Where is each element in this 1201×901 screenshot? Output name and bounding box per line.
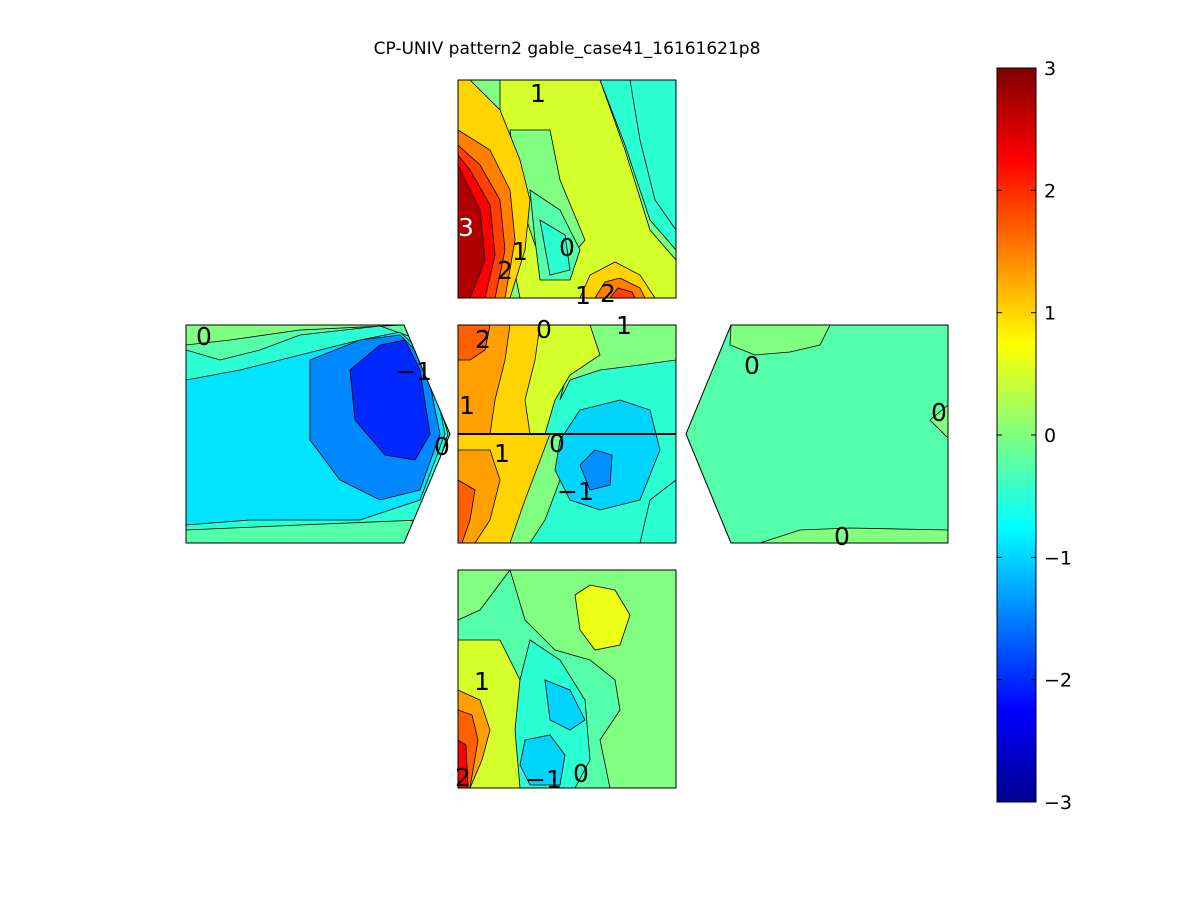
contour-label: 1 bbox=[530, 79, 546, 108]
panel-left-border bbox=[185, 324, 451, 544]
contour-label: 0 bbox=[744, 351, 760, 380]
contour-label: 2 bbox=[600, 279, 616, 308]
colorbar-tick-label: −3 bbox=[1044, 792, 1072, 814]
contour-label: 0 bbox=[536, 315, 552, 344]
colorbar-tick-label: −2 bbox=[1044, 670, 1072, 692]
contour-label: 1 bbox=[459, 391, 475, 420]
colorbar-gradient bbox=[996, 67, 1037, 803]
colorbar-tick-label: 0 bbox=[1044, 425, 1056, 447]
contour-label: 1 bbox=[474, 667, 490, 696]
colorbar-tick-label: 2 bbox=[1044, 180, 1056, 202]
contour-label: −1 bbox=[557, 477, 594, 506]
panel-bottom-wall bbox=[458, 570, 676, 788]
colorbar-tick-label: −1 bbox=[1044, 547, 1072, 569]
contour-label: 0 bbox=[434, 432, 450, 461]
contour-label: −1 bbox=[395, 357, 432, 386]
contour-label: 3 bbox=[458, 213, 474, 242]
contour-label: 1 bbox=[575, 281, 591, 310]
panel-top-border bbox=[457, 79, 677, 299]
contour-label: 2 bbox=[497, 256, 513, 285]
chart-title: CP-UNIV pattern2 gable_case41_16161621p8 bbox=[374, 39, 761, 59]
contour-label: 2 bbox=[475, 325, 491, 354]
contour-label: 1 bbox=[512, 237, 528, 266]
contour-label: 0 bbox=[931, 398, 947, 427]
contour-label: 0 bbox=[196, 322, 212, 351]
colorbar-tick-label: 3 bbox=[1044, 58, 1056, 80]
panel-left-wall bbox=[186, 325, 450, 543]
contour-label: 0 bbox=[573, 759, 589, 788]
colorbar-ticks: 3 2 1 0 −1 −2 −3 bbox=[997, 58, 1072, 814]
colorbar: 3 2 1 0 −1 −2 −3 bbox=[996, 58, 1072, 814]
contour-label: 0 bbox=[559, 233, 575, 262]
contour-label: 2 bbox=[455, 763, 471, 792]
panel-bottom-border bbox=[457, 569, 677, 789]
panel-right-wall bbox=[686, 325, 948, 543]
panel-top-roof bbox=[458, 80, 676, 298]
contour-label: −1 bbox=[525, 765, 562, 794]
panel-right-border bbox=[685, 324, 949, 544]
contour-label: 0 bbox=[834, 522, 850, 551]
contour-label: 0 bbox=[549, 429, 565, 458]
contour-label: 1 bbox=[494, 439, 510, 468]
contour-label: 1 bbox=[616, 311, 632, 340]
colorbar-tick-label: 1 bbox=[1044, 303, 1056, 325]
